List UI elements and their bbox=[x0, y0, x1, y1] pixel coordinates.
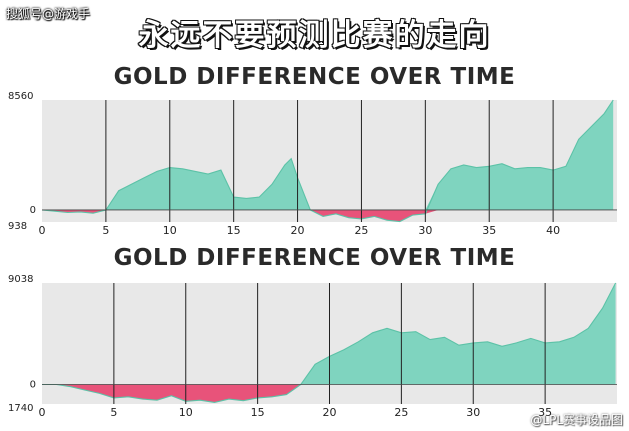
chart-1-trail-area bbox=[42, 209, 614, 222]
chart-1-xtick-label: 35 bbox=[482, 224, 496, 237]
chart-1-xtick-label: 25 bbox=[354, 224, 368, 237]
chart-1-series-line bbox=[41, 99, 614, 223]
chart-2-ytick-label: 0 bbox=[30, 379, 36, 390]
chart-2-xtick-label: 25 bbox=[394, 406, 408, 419]
chart-2-lead-area bbox=[42, 283, 616, 385]
chart-2-xtick-label: 5 bbox=[110, 406, 117, 419]
chart-2-xtick-label: 10 bbox=[179, 406, 193, 419]
caption-title: 永远不要预测比赛的走向 bbox=[138, 17, 491, 54]
chart-2: 9038 0 1740 0 5 10 15 20 25 30 35 bbox=[8, 274, 617, 419]
chart-1-xtick-label: 0 bbox=[39, 224, 46, 237]
chart-2-xtick-label: 0 bbox=[39, 406, 46, 419]
chart-1-title: GOLD DIFFERENCE OVER TIME bbox=[113, 64, 516, 90]
chart-1-xtick-label: 20 bbox=[291, 224, 305, 237]
chart-1-xtick-label: 5 bbox=[102, 224, 109, 237]
chart-1-xtick-label: 10 bbox=[163, 224, 177, 237]
chart-2-ytick-label: 9038 bbox=[8, 274, 33, 285]
chart-1-xtick-label: 15 bbox=[227, 224, 241, 237]
watermark-top: 搜狐号@游戏手 bbox=[6, 7, 91, 21]
chart-1-ytick-label: 938 bbox=[8, 221, 27, 232]
chart-2-xtick-label: 15 bbox=[251, 406, 265, 419]
chart-1-ytick-label: 0 bbox=[30, 205, 36, 216]
chart-2-title: GOLD DIFFERENCE OVER TIME bbox=[113, 245, 516, 271]
chart-2-xtick-label: 35 bbox=[538, 406, 552, 419]
chart-2-xtick-label: 20 bbox=[323, 406, 337, 419]
watermark-bottom: @LPL赛事设品图 bbox=[530, 413, 623, 427]
chart-1-lead-area bbox=[42, 100, 614, 210]
chart-1-ytick-label: 8560 bbox=[8, 91, 33, 102]
chart-1-xtick-label: 30 bbox=[418, 224, 432, 237]
chart-2-ytick-label: 1740 bbox=[8, 403, 33, 414]
chart-1-xtick-label: 40 bbox=[546, 224, 560, 237]
chart-2-xtick-label: 30 bbox=[466, 406, 480, 419]
